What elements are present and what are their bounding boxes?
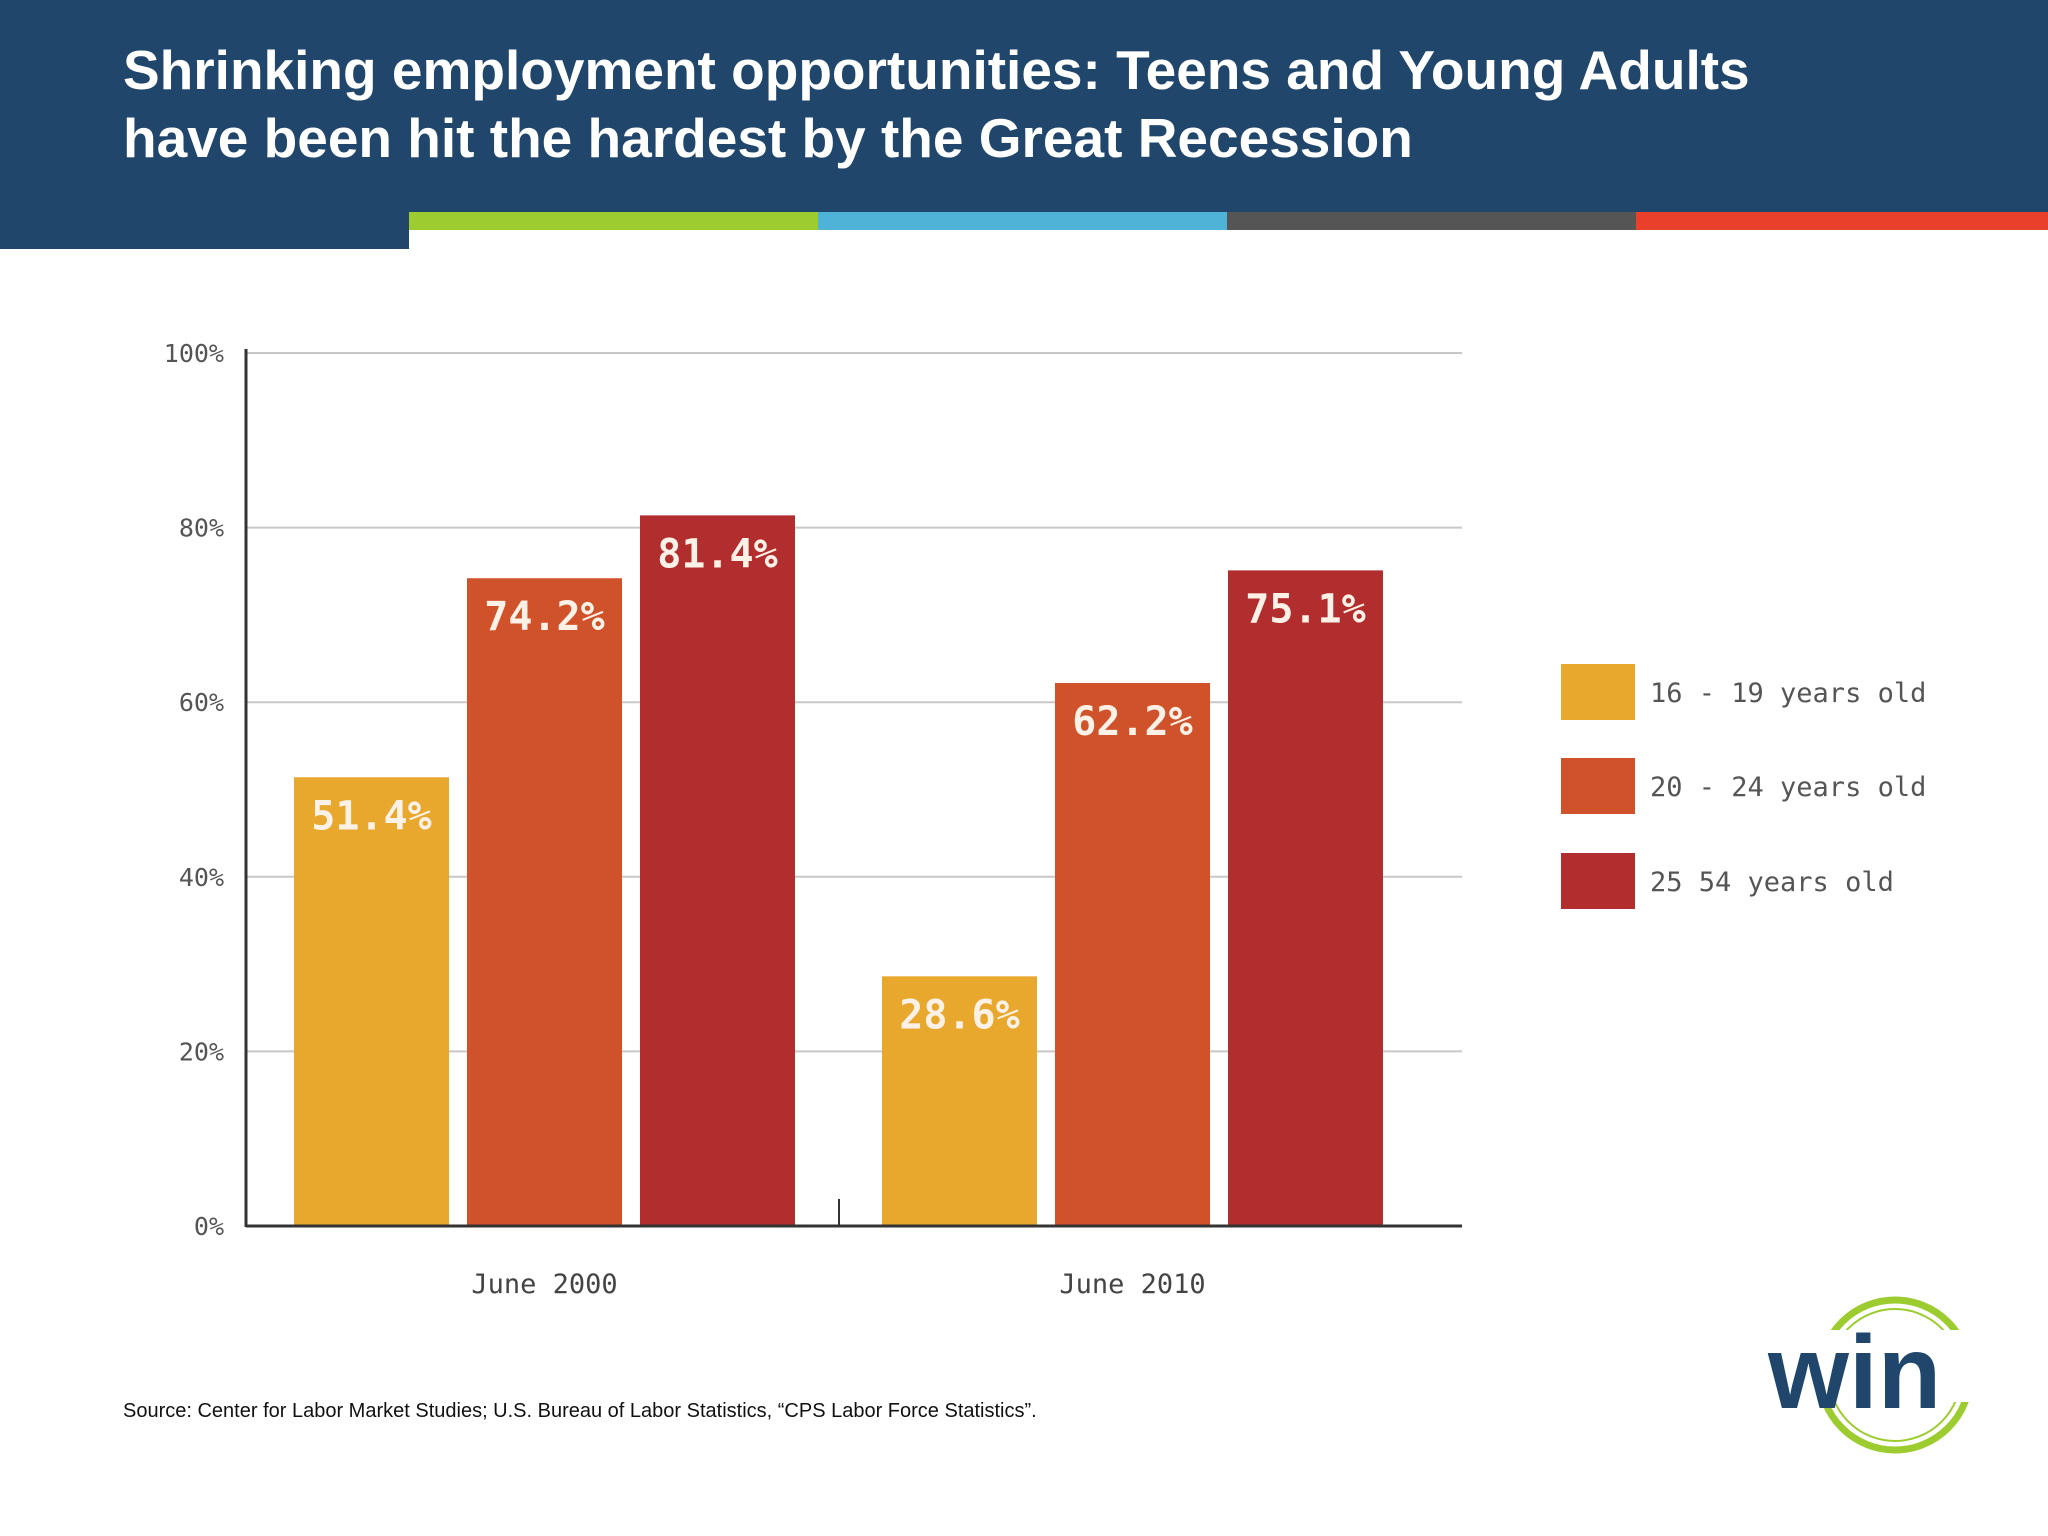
- win-logo: win: [1760, 1296, 1990, 1454]
- source-note: Source: Center for Labor Market Studies;…: [123, 1400, 1037, 1422]
- legend-label: 25 54 years old: [1650, 867, 1894, 898]
- y-tick-label: 100%: [164, 339, 224, 368]
- legend-swatch: [1561, 853, 1635, 909]
- data-label: 81.4%: [657, 531, 777, 577]
- color-stripe: [1636, 212, 2048, 230]
- bar: [467, 578, 622, 1226]
- data-label: 62.2%: [1072, 699, 1192, 745]
- y-tick-label: 40%: [179, 863, 224, 892]
- bar: [294, 777, 449, 1226]
- data-label: 75.1%: [1245, 586, 1365, 632]
- y-tick-label: 80%: [179, 514, 224, 543]
- y-axis-tick-labels: 0% 20% 40% 60% 80% 100%: [164, 339, 224, 1241]
- x-category-label: June 2010: [1059, 1269, 1205, 1300]
- bar: [640, 515, 795, 1226]
- legend-label: 16 - 19 years old: [1650, 678, 1926, 709]
- title-line-1: Shrinking employment opportunities: Teen…: [123, 39, 1750, 101]
- legend: 16 - 19 years old 20 - 24 years old 25 54 …: [1561, 664, 1926, 909]
- header-bar: [0, 0, 2048, 212]
- title-line-2: have been hit the hardest by the Great R…: [123, 107, 1413, 169]
- x-axis-category-labels: June 2000 June 2010: [471, 1269, 1205, 1300]
- logo-ring-mask: [1760, 1330, 1990, 1402]
- data-label: 74.2%: [484, 594, 604, 640]
- legend-swatch: [1561, 758, 1635, 814]
- data-labels: 51.4% 74.2% 81.4% 28.6% 62.2% 75.1%: [311, 531, 1365, 1038]
- legend-swatch: [1561, 664, 1635, 720]
- data-label: 51.4%: [311, 793, 431, 839]
- y-tick-label: 20%: [179, 1037, 224, 1066]
- y-tick-label: 60%: [179, 688, 224, 717]
- bar: [1055, 682, 1210, 1226]
- legend-label: 20 - 24 years old: [1650, 772, 1926, 803]
- color-stripe: [818, 212, 1227, 230]
- header-tab: [0, 212, 409, 249]
- color-stripe: [1227, 212, 1636, 230]
- y-tick-label: 0%: [194, 1212, 224, 1241]
- axes: [244, 349, 1462, 1228]
- bar: [1228, 570, 1383, 1226]
- logo-text: win: [1767, 1315, 1941, 1431]
- bar: [882, 976, 1037, 1226]
- color-stripe: [409, 212, 818, 230]
- bars: [294, 515, 1383, 1226]
- data-label: 28.6%: [899, 992, 1019, 1038]
- slide-title: Shrinking employment opportunities: Teen…: [123, 36, 1823, 172]
- x-category-label: June 2000: [471, 1269, 617, 1300]
